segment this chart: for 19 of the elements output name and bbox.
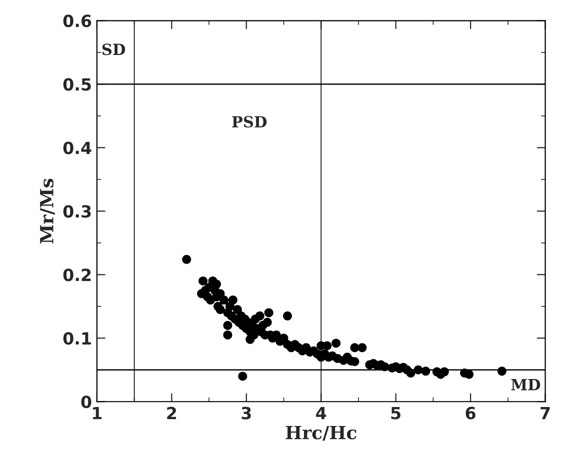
annotation: SD xyxy=(102,44,126,56)
x-tick-label: 2 xyxy=(167,406,176,420)
y-tick-label: 0.1 xyxy=(63,332,91,345)
x-tick-label: 5 xyxy=(391,407,400,420)
y-tick-label: 0.3 xyxy=(63,205,91,218)
x-tick-label: 6 xyxy=(466,406,476,420)
y-tick-label: 0.6 xyxy=(63,14,92,28)
y-tick-label: 0.2 xyxy=(63,268,91,282)
y-tick-label: 0 xyxy=(81,396,92,408)
x-tick-label: 1 xyxy=(93,407,102,420)
x-tick-label: 4 xyxy=(316,407,326,420)
y-axis-title: Mr/Ms xyxy=(40,178,55,244)
annotation: PSD xyxy=(232,116,267,128)
x-tick-label: 7 xyxy=(540,407,550,420)
x-tick-label: 3 xyxy=(242,406,251,420)
y-tick-label: 0.5 xyxy=(63,78,91,91)
annotation: MD xyxy=(511,379,540,390)
x-axis-title: Hrc/Hc xyxy=(286,426,356,441)
y-tick-label: 0.4 xyxy=(63,142,92,154)
